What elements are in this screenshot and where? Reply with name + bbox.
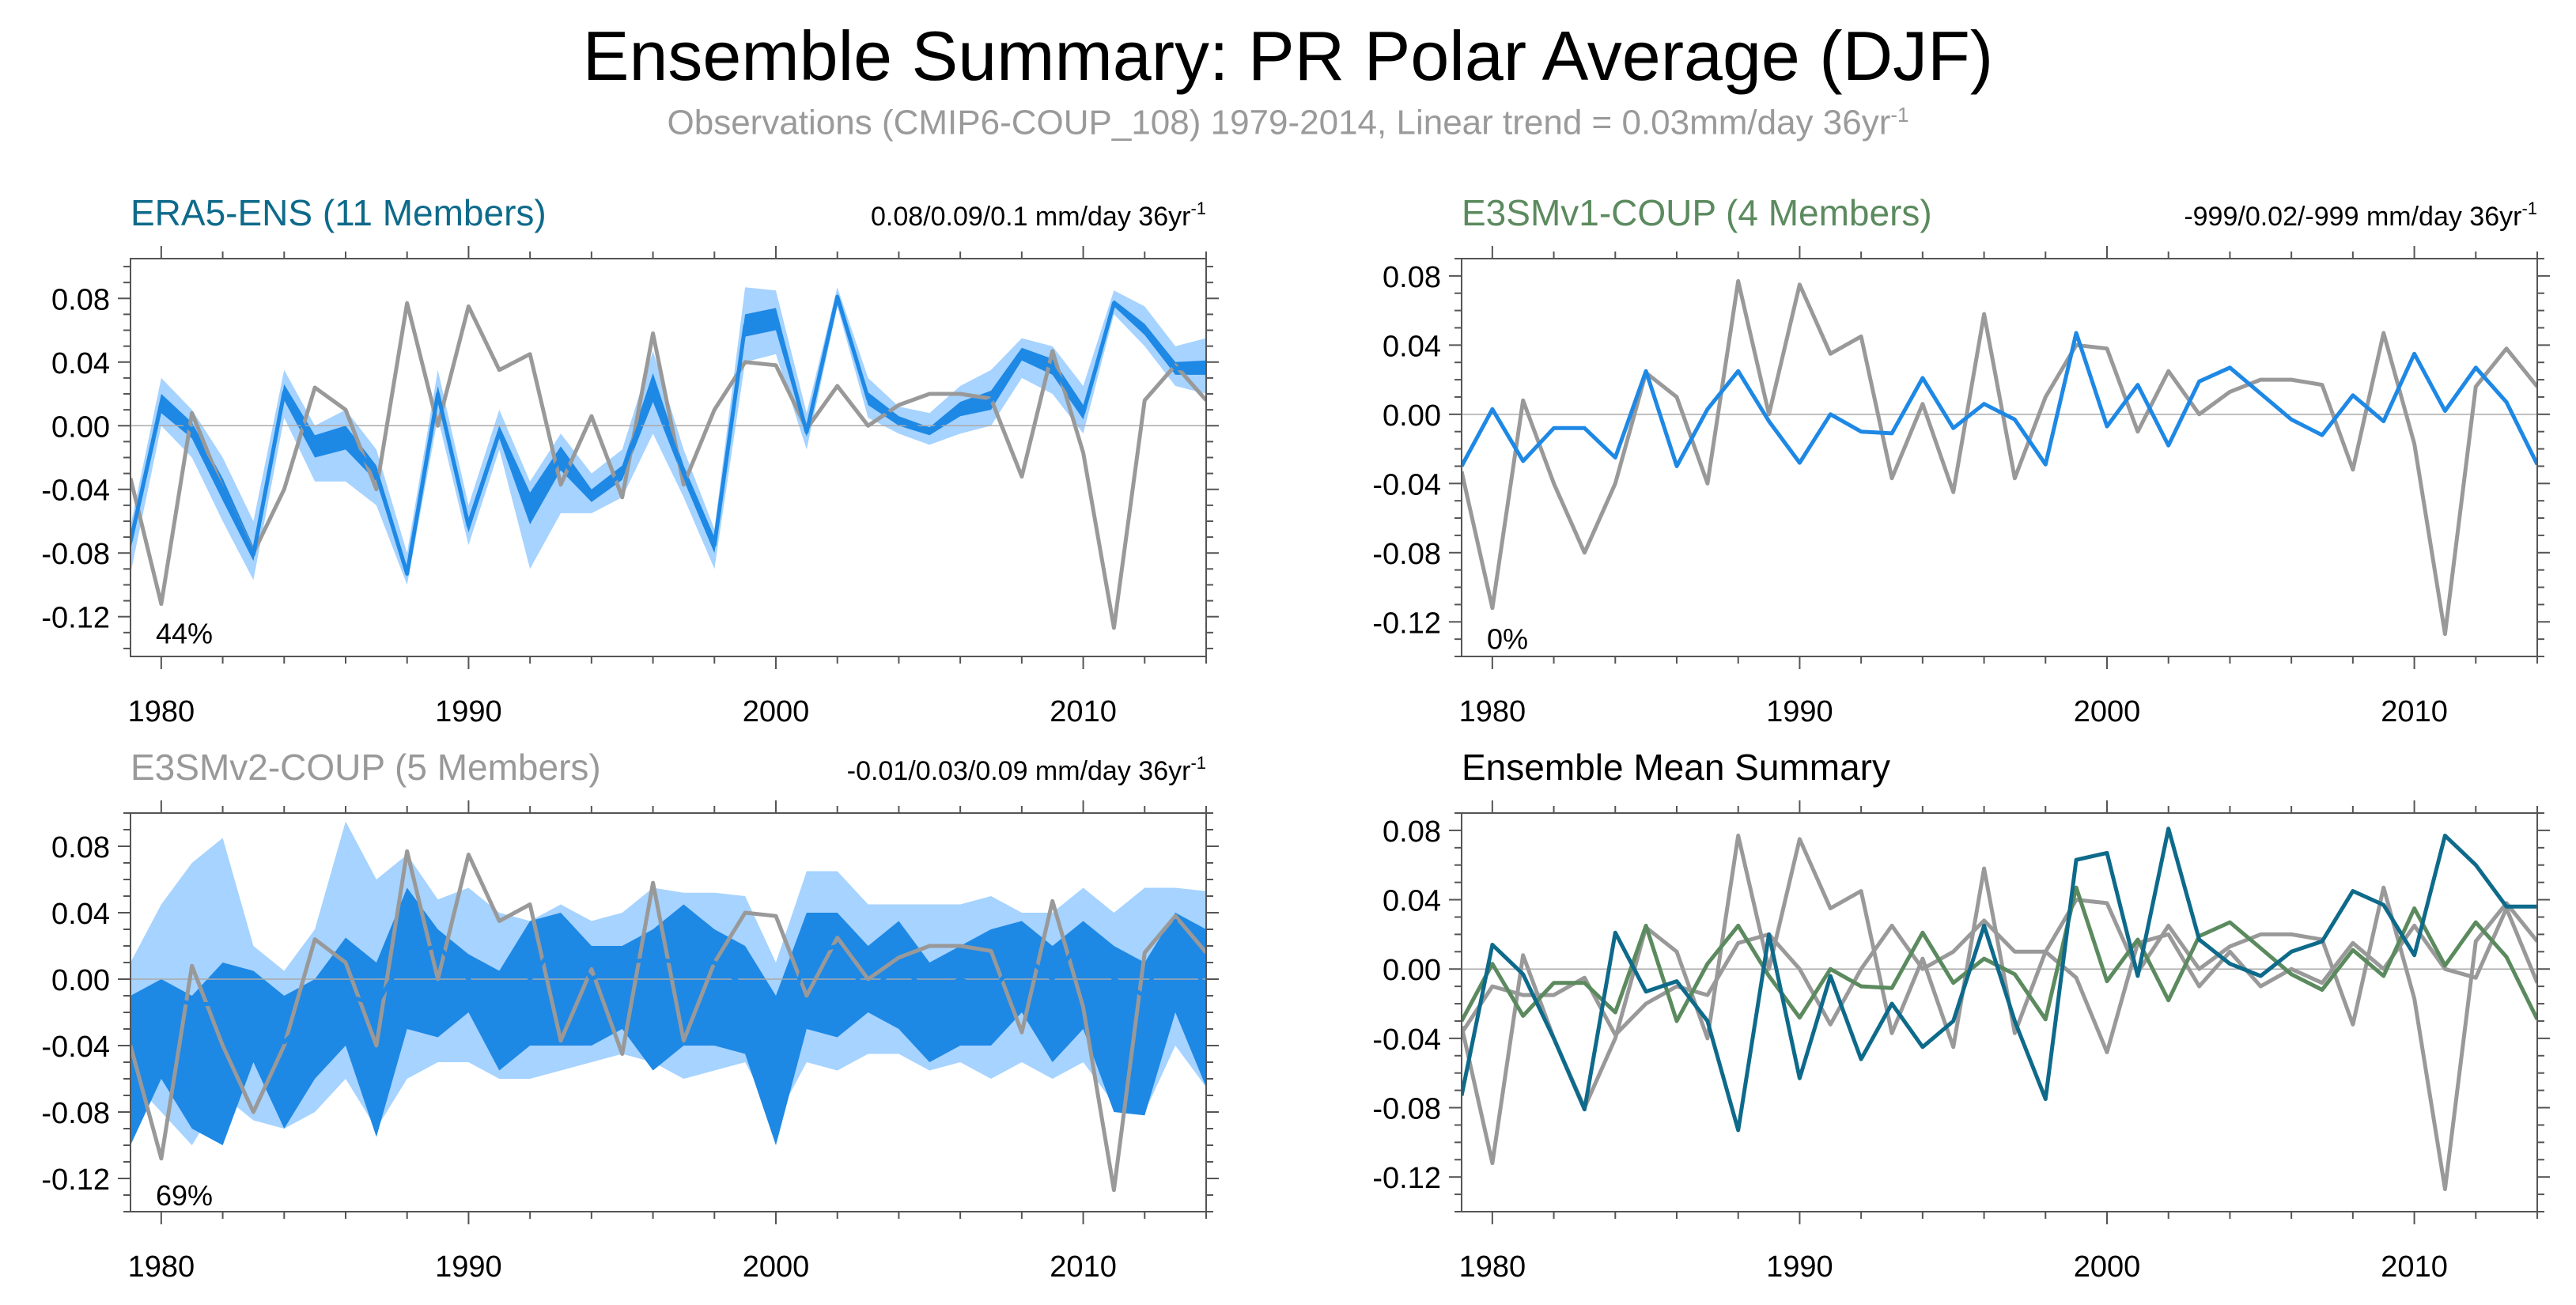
y-tick-label: 0.08 <box>1383 815 1441 849</box>
x-tick-label: 1980 <box>128 695 195 728</box>
x-tick-label: 2000 <box>2074 1250 2141 1284</box>
panel-e3smv1-coup: 0.08 0.04 0.00 -0.04 -0.08 -0.12 1980 1990 2000 2… <box>1372 192 2550 728</box>
x-tick-label: 1990 <box>1766 695 1833 728</box>
trend-annotation-text: -999/0.02/-999 mm/day 36yr <box>2184 202 2521 232</box>
y-tick-label: -0.08 <box>41 1097 110 1130</box>
x-tick-label: 1980 <box>1459 1250 1526 1284</box>
y-tick-label: 0.04 <box>51 898 110 931</box>
trend-annotation-superscript: -1 <box>1190 753 1206 773</box>
trend-annotation: 0.08/0.09/0.1 mm/day 36yr-1 <box>871 199 1206 232</box>
panel-e3smv2-coup: 0.08 0.04 0.00 -0.04 -0.08 -0.12 1980 1990 2000 2… <box>41 747 1219 1284</box>
x-tick-label: 1980 <box>1459 695 1526 728</box>
plot-area <box>131 821 1206 1193</box>
y-tick-label: 0.00 <box>51 410 110 444</box>
x-tick-label: 2000 <box>743 1250 810 1284</box>
panel-title: Ensemble Mean Summary <box>1462 747 1890 788</box>
y-tick-label: -0.12 <box>41 602 110 635</box>
y-tick-label: -0.12 <box>1372 607 1441 640</box>
trend-annotation-superscript: -1 <box>1190 199 1206 218</box>
plot-area <box>1462 826 2537 1191</box>
y-tick-label: -0.12 <box>41 1163 110 1197</box>
series-observations <box>1462 834 2537 1191</box>
y-tick-label: 0.08 <box>51 831 110 864</box>
x-tick-label: 2010 <box>1050 695 1117 728</box>
trend-annotation-text: -0.01/0.03/0.09 mm/day 36yr <box>847 756 1191 786</box>
figure-subtitle: Observations (CMIP6-COUP_108) 1979-2014,… <box>0 103 2576 143</box>
trend-annotation-text: 0.08/0.09/0.1 mm/day 36yr <box>871 202 1190 232</box>
panel-era5-ens: 0.08 0.04 0.00 -0.04 -0.08 -0.12 1980 1990 2000 2… <box>41 192 1219 728</box>
y-tick-label: 0.00 <box>1383 399 1441 433</box>
panel-title: E3SMv2-COUP (5 Members) <box>131 747 601 788</box>
x-tick-label: 1990 <box>435 1250 502 1284</box>
series-era5-ens <box>1462 826 2537 1133</box>
plot-area <box>1462 278 2537 637</box>
y-tick-label: -0.08 <box>1372 538 1441 571</box>
figure-title: Ensemble Summary: PR Polar Average (DJF) <box>582 17 1994 95</box>
series-e3smv1-coup <box>1462 885 2537 1023</box>
y-tick-label: -0.08 <box>1372 1093 1441 1126</box>
x-tick-label: 2010 <box>2381 695 2448 728</box>
x-tick-label: 1980 <box>128 1250 195 1284</box>
figure-subtitle-text: Observations (CMIP6-COUP_108) 1979-2014,… <box>667 103 1891 142</box>
x-tick-label: 1990 <box>1766 1250 1833 1284</box>
percent-label: 0% <box>1487 622 1528 655</box>
y-tick-label: -0.04 <box>41 1031 110 1064</box>
band-ensemble-iqr <box>131 887 1206 1145</box>
y-tick-label: 0.04 <box>51 347 110 380</box>
series-e3smv2-coup <box>1462 906 2537 1054</box>
x-tick-label: 1990 <box>435 695 502 728</box>
series-ensemble-mean <box>1462 331 2537 468</box>
y-tick-label: -0.08 <box>41 538 110 571</box>
panel-title: E3SMv1-COUP (4 Members) <box>1462 192 1932 233</box>
x-tick-label: 2010 <box>2381 1250 2448 1284</box>
series-ensemble-mean <box>131 919 1206 1061</box>
y-tick-label: -0.12 <box>1372 1162 1441 1195</box>
x-tick-label: 2000 <box>2074 695 2141 728</box>
y-tick-label: 0.00 <box>1383 954 1441 987</box>
series-observations <box>1462 278 2537 637</box>
percent-label: 44% <box>156 618 213 650</box>
y-tick-label: 0.04 <box>1383 330 1441 363</box>
plot-frame <box>1461 258 2538 657</box>
y-tick-label: -0.04 <box>1372 468 1441 501</box>
figure-subtitle-superscript: -1 <box>1890 103 1909 127</box>
x-tick-label: 2000 <box>743 695 810 728</box>
y-tick-label: 0.08 <box>51 283 110 316</box>
panel-title: ERA5-ENS (11 Members) <box>131 192 547 233</box>
x-tick-label: 2010 <box>1050 1250 1117 1284</box>
y-tick-label: 0.08 <box>1383 261 1441 294</box>
percent-label: 69% <box>156 1179 213 1212</box>
y-tick-label: -0.04 <box>1372 1023 1441 1057</box>
y-tick-label: 0.00 <box>51 964 110 997</box>
plot-frame <box>1461 812 2538 1212</box>
trend-annotation: -0.01/0.03/0.09 mm/day 36yr-1 <box>847 753 1206 786</box>
trend-annotation-superscript: -1 <box>2521 199 2537 218</box>
y-tick-label: 0.04 <box>1383 885 1441 918</box>
plot-area <box>131 287 1206 630</box>
y-tick-label: -0.04 <box>41 475 110 508</box>
series-observations <box>131 301 1206 630</box>
trend-annotation: -999/0.02/-999 mm/day 36yr-1 <box>2184 199 2537 232</box>
series-ensemble-mean <box>131 294 1206 576</box>
panel-ensemble-mean-summary: 0.08 0.04 0.00 -0.04 -0.08 -0.12 1980 1990 2000 2… <box>1372 747 2550 1284</box>
